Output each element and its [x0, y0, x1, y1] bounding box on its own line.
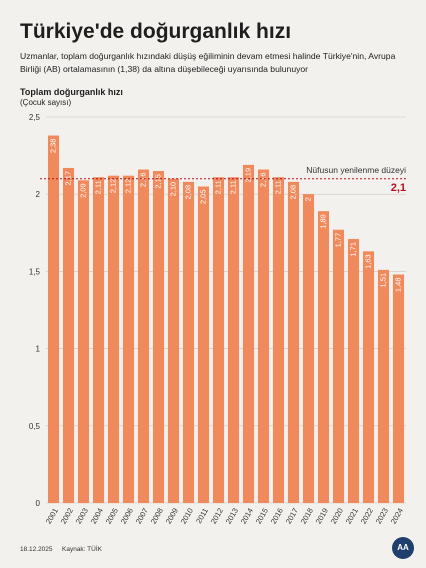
x-tick-label: 2005: [104, 506, 120, 525]
x-tick-label: 2001: [44, 506, 60, 525]
reference-line-label: Nüfusun yenilenme düzeyi: [306, 165, 406, 175]
bar-value-label: 1,51: [378, 273, 387, 288]
bar-value-label: 2,09: [78, 183, 87, 198]
x-tick-label: 2020: [329, 506, 345, 525]
x-tick-label: 2015: [254, 506, 270, 525]
x-tick-label: 2021: [344, 506, 360, 525]
bar-value-label: 2,11: [228, 180, 237, 194]
y-tick-label: 1,5: [29, 267, 41, 276]
bar-value-label: 2: [303, 197, 312, 201]
bar-value-label: 1,63: [363, 254, 372, 269]
bar-value-label: 2,10: [168, 182, 177, 197]
x-tick-label: 2009: [164, 506, 180, 525]
y-tick-label: 2: [36, 190, 41, 199]
x-tick-label: 2008: [149, 506, 165, 525]
bar: [167, 178, 180, 503]
x-tick-label: 2016: [269, 506, 285, 525]
x-tick-label: 2010: [179, 506, 195, 525]
bar: [92, 177, 105, 503]
bar-value-label: 2,15: [153, 174, 162, 189]
bar: [137, 169, 150, 503]
y-tick-label: 0,5: [29, 422, 41, 431]
bar: [317, 211, 330, 503]
x-tick-label: 2007: [134, 506, 150, 525]
x-tick-label: 2004: [89, 506, 105, 525]
bar: [332, 229, 345, 503]
publish-date: 18.12.2025: [20, 546, 53, 553]
x-tick-label: 2018: [299, 506, 315, 525]
bar: [257, 169, 270, 503]
x-tick-label: 2012: [209, 506, 225, 525]
bar-value-label: 1,48: [393, 277, 402, 292]
bar-value-label: 2,19: [243, 168, 252, 183]
bar-value-label: 1,71: [348, 242, 357, 257]
bar-value-label: 1,77: [333, 233, 342, 248]
x-tick-label: 2023: [374, 506, 390, 525]
bar: [377, 269, 390, 503]
bar-value-label: 2,05: [198, 189, 207, 204]
bar: [362, 251, 375, 503]
y-axis-title: Toplam doğurganlık hızı: [20, 87, 123, 97]
x-tick-label: 2022: [359, 506, 375, 525]
x-tick-label: 2019: [314, 506, 330, 525]
source-note: Kaynak: TÜİK: [62, 546, 102, 553]
bar: [392, 274, 405, 503]
bar-value-label: 2,11: [93, 180, 102, 194]
page-title: Türkiye'de doğurganlık hızı: [20, 20, 292, 43]
x-tick-label: 2017: [284, 506, 300, 525]
bar-value-label: 2,16: [258, 172, 267, 187]
y-tick-label: 1: [36, 345, 41, 354]
bar: [212, 177, 225, 503]
x-tick-label: 2013: [224, 506, 240, 525]
bar: [152, 171, 165, 504]
bar-value-label: 2,08: [183, 185, 192, 200]
bar: [302, 194, 315, 503]
x-tick-label: 2002: [59, 506, 75, 525]
bar-value-label: 2,11: [213, 180, 222, 194]
aa-logo-icon: AA: [392, 537, 414, 559]
bar: [47, 135, 60, 503]
bar-value-label: 2,38: [48, 139, 57, 154]
bar: [77, 180, 90, 503]
y-tick-label: 2,5: [29, 113, 41, 122]
bar: [107, 175, 120, 503]
bar-value-label: 2,17: [63, 171, 72, 186]
x-tick-label: 2003: [74, 506, 90, 525]
bar-value-label: 2,16: [138, 172, 147, 187]
x-tick-label: 2024: [389, 506, 405, 525]
bar: [182, 181, 195, 503]
bar: [272, 177, 285, 503]
y-axis-unit: (Çocuk sayısı): [20, 98, 72, 107]
bar-value-label: 2,11: [273, 180, 282, 194]
bar: [347, 238, 360, 503]
bar-value-label: 2,08: [288, 185, 297, 200]
bar-value-label: 1,89: [318, 214, 327, 229]
x-tick-label: 2006: [119, 506, 135, 525]
bar: [227, 177, 240, 503]
bar-value-label: 2,12: [108, 179, 117, 194]
x-tick-label: 2014: [239, 506, 255, 525]
y-tick-label: 0: [36, 499, 41, 508]
bar: [122, 175, 135, 503]
x-tick-label: 2011: [194, 506, 210, 524]
bar: [287, 181, 300, 503]
page-subtitle: Uzmanlar, toplam doğurganlık hızındaki d…: [20, 51, 396, 74]
bar: [242, 164, 255, 503]
bar-value-label: 2,12: [123, 179, 132, 194]
bar: [197, 186, 210, 504]
reference-line-value: 2,1: [391, 182, 406, 194]
bar: [62, 167, 75, 503]
